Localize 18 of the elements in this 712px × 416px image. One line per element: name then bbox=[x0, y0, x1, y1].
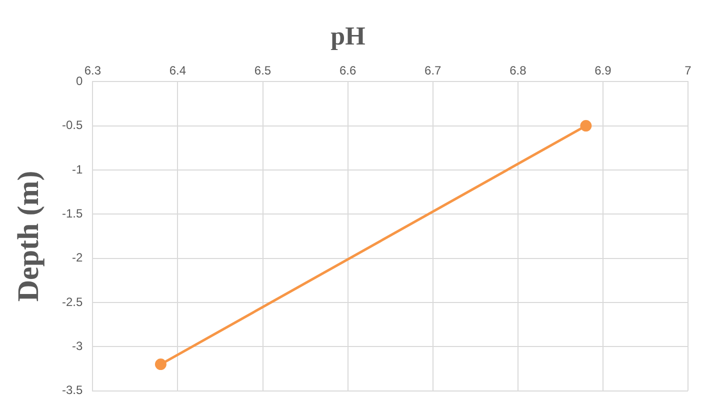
x-tick-label: 6.9 bbox=[594, 64, 612, 78]
x-tick-label: 6.7 bbox=[424, 64, 442, 78]
chart-title: pH bbox=[330, 21, 366, 50]
x-tick-label: 6.6 bbox=[339, 64, 356, 78]
y-tick-label: -3.5 bbox=[62, 383, 83, 398]
y-tick-label: -3 bbox=[72, 338, 83, 353]
x-tick-label: 6.8 bbox=[510, 64, 527, 78]
y-axis-title: Depth (m) bbox=[12, 170, 45, 302]
x-tick-label: 6.5 bbox=[254, 64, 272, 78]
y-tick-label: -2.5 bbox=[62, 294, 83, 309]
y-tick-label: 0 bbox=[76, 74, 83, 88]
x-tick-label: 7 bbox=[684, 64, 692, 78]
x-tick-label: 6.3 bbox=[84, 64, 102, 78]
x-tick-label: 6.4 bbox=[169, 64, 186, 78]
y-tick-label: -2 bbox=[72, 250, 83, 265]
y-tick-label: -1.5 bbox=[62, 206, 83, 220]
y-tick-label: -1 bbox=[72, 162, 83, 176]
y-tick-label: -0.5 bbox=[62, 118, 83, 132]
